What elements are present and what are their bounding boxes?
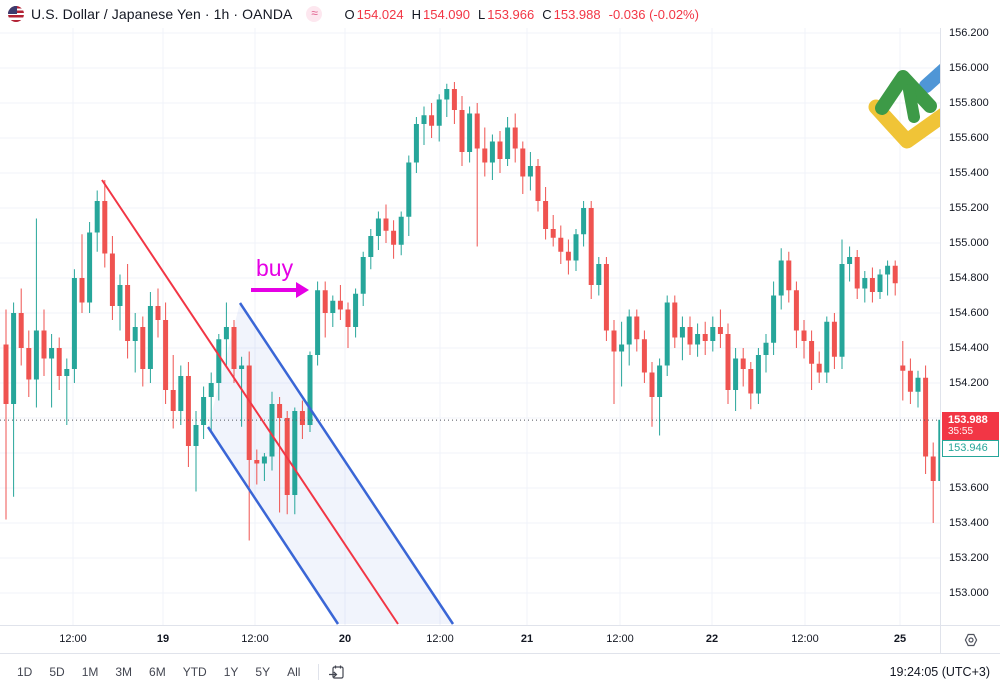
price-axis-label: 155.800 [949,97,989,109]
range-switcher: 1D 5D 1M 3M 6M YTD 1Y 5Y All [10,665,310,679]
low-label: L [478,6,486,22]
last-price-value: 153.988 [948,414,988,426]
price-axis-label: 153.600 [949,482,989,494]
high-label: H [411,6,421,22]
price-axis-label: 153.000 [949,587,989,599]
range-button-5y[interactable]: 5Y [255,665,271,679]
range-button-3m[interactable]: 3M [115,665,133,679]
range-button-5d[interactable]: 5D [49,665,65,679]
range-button-6m[interactable]: 6M [149,665,166,679]
bar-countdown: 35:55 [948,426,974,437]
price-axis-label: 153.400 [949,517,989,529]
open-value: 154.024 [356,6,404,22]
legend-bar: U.S. Dollar / Japanese Yen · 1h · OANDA … [0,0,1000,28]
price-axis-label: 156.200 [949,27,989,39]
buy-label[interactable]: buy [256,255,294,281]
go-to-date-button[interactable] [327,663,346,682]
range-button-all[interactable]: All [287,665,301,679]
price-axis-label: 154.400 [949,342,989,354]
price-axis-label: 153.200 [949,552,989,564]
change-value: -0.036 (-0.02%) [608,6,699,22]
symbol-title[interactable]: U.S. Dollar / Japanese Yen · 1h · OANDA [31,6,293,22]
range-button-1d[interactable]: 1D [17,665,33,679]
bid-price-badge: 153.946 [942,440,999,457]
price-axis-label: 154.200 [949,377,989,389]
clock-timezone[interactable]: 19:24:05 (UTC+3) [889,665,990,679]
candlestick-series[interactable] [3,82,941,541]
range-button-1y[interactable]: 1Y [223,665,239,679]
go-to-date-icon [329,665,345,679]
ohlc-legend: O 154.024 H 154.090 L 153.966 C 153.988 -0.0… [336,7,698,22]
trendline-red[interactable] [101,179,399,625]
last-price-badge: 153.988 35:55 [942,412,999,440]
litefinance-logo [868,62,950,149]
candlestick-chart[interactable]: buy [0,28,940,625]
time-axis-label: 12:00 [241,633,269,645]
price-axis-label: 154.800 [949,272,989,284]
time-axis-day-label: 22 [705,633,719,645]
gear-icon [964,633,977,646]
time-axis[interactable]: 12:00 19 12:00 20 12:00 21 12:00 22 12:00 25 [0,625,940,653]
toolbar-divider [318,664,320,680]
time-axis-day-label: 19 [156,633,170,645]
price-axis-label: 156.000 [949,62,989,74]
open-label: O [344,6,355,22]
chart-pane[interactable]: buy [0,28,950,625]
price-axis-label: 155.000 [949,237,989,249]
price-axis-label: 155.200 [949,202,989,214]
close-value: 153.988 [553,6,601,22]
channel-lower-line[interactable] [206,426,340,625]
us-flag-icon [8,6,24,22]
time-axis-day-label: 25 [893,633,907,645]
time-axis-label: 12:00 [426,633,454,645]
range-button-ytd[interactable]: YTD [182,665,207,679]
close-label: C [542,6,552,22]
delayed-data-icon[interactable]: ≈ [306,6,323,22]
channel-fill[interactable] [208,303,453,624]
range-button-1m[interactable]: 1M [81,665,99,679]
price-axis[interactable]: 153.988 35:55 153.946 156.200 156.000 155.… [940,27,1000,625]
price-axis-label: 154.600 [949,307,989,319]
time-axis-label: 12:00 [606,633,634,645]
axis-settings-corner[interactable] [940,625,1000,653]
time-axis-day-label: 20 [338,633,352,645]
high-value: 154.090 [423,6,470,22]
low-value: 153.966 [487,6,535,22]
channel-upper-line[interactable] [238,302,455,625]
time-axis-label: 12:00 [791,633,819,645]
price-axis-label: 155.600 [949,132,989,144]
bottom-toolbar: 1D 5D 1M 3M 6M YTD 1Y 5Y All 19:24:05 (UTC+3) [0,653,1000,690]
time-axis-day-label: 21 [520,633,534,645]
price-axis-label: 155.400 [949,167,989,179]
buy-arrow-head [296,282,309,298]
time-axis-label: 12:00 [59,633,87,645]
